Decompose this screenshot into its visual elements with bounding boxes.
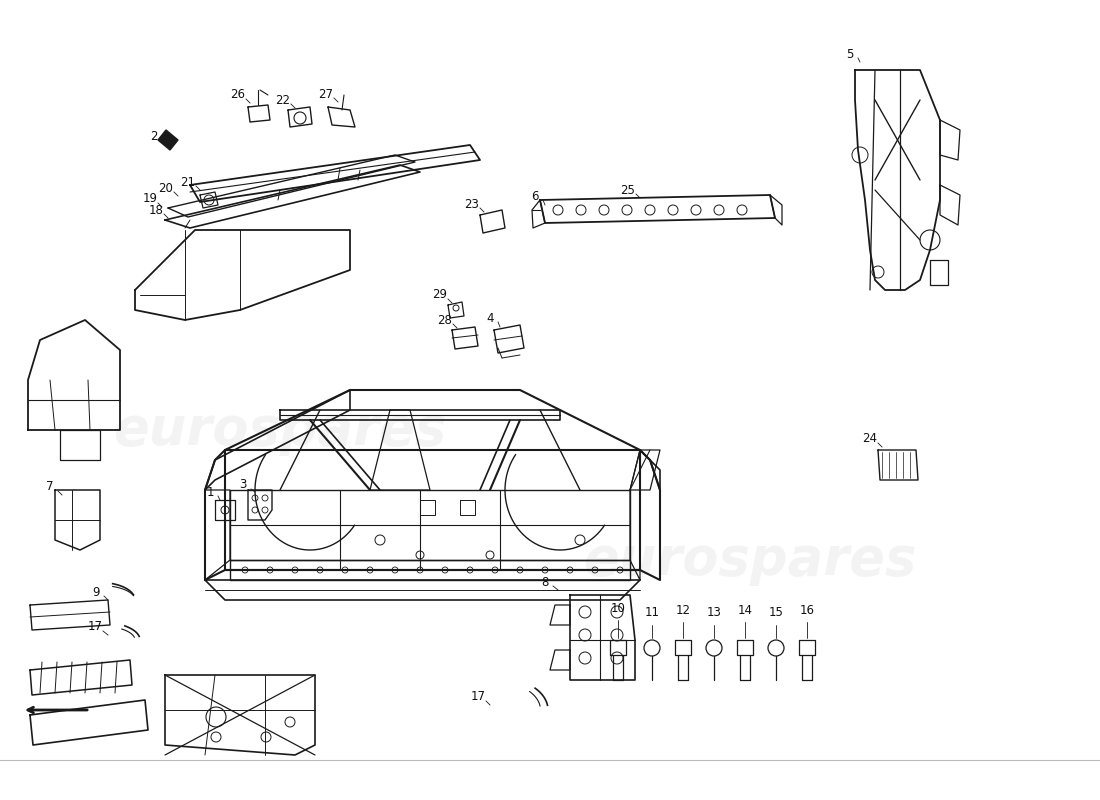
Text: 11: 11 (645, 606, 660, 619)
Text: 22: 22 (275, 94, 290, 106)
Text: 20: 20 (158, 182, 174, 194)
Text: 9: 9 (92, 586, 100, 598)
Text: 29: 29 (432, 289, 448, 302)
Text: 12: 12 (675, 603, 691, 617)
Text: 7: 7 (46, 481, 54, 494)
Text: eurospares: eurospares (583, 534, 916, 586)
Text: 1: 1 (207, 486, 213, 498)
Text: 23: 23 (464, 198, 480, 210)
Text: 2: 2 (151, 130, 157, 142)
Text: 26: 26 (231, 89, 245, 102)
Text: 8: 8 (541, 575, 549, 589)
Text: 19: 19 (143, 193, 157, 206)
Text: 27: 27 (319, 87, 333, 101)
Text: 3: 3 (240, 478, 246, 491)
Text: 15: 15 (769, 606, 783, 619)
Text: 17: 17 (471, 690, 485, 703)
Text: 16: 16 (800, 603, 814, 617)
Text: 18: 18 (148, 203, 164, 217)
Text: 14: 14 (737, 603, 752, 617)
Text: 25: 25 (620, 183, 636, 197)
Text: 5: 5 (846, 47, 854, 61)
Text: 6: 6 (531, 190, 539, 202)
Text: 10: 10 (610, 602, 626, 614)
Text: 13: 13 (706, 606, 722, 619)
Text: 21: 21 (180, 175, 196, 189)
Text: 17: 17 (88, 621, 102, 634)
Polygon shape (158, 130, 178, 150)
Text: eurospares: eurospares (113, 404, 447, 456)
Text: 4: 4 (486, 311, 494, 325)
Text: 28: 28 (438, 314, 452, 326)
Text: 24: 24 (862, 433, 878, 446)
